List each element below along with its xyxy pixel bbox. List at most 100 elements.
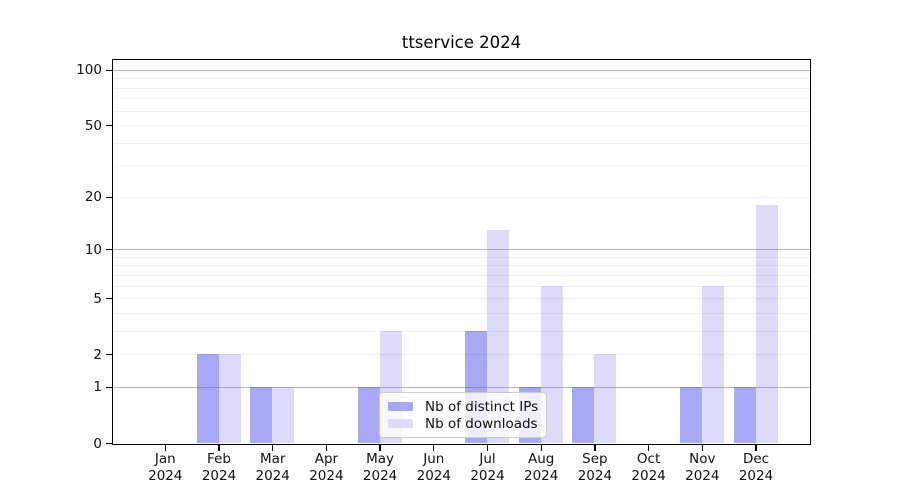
y-tick-label: 100 [76,62,102,79]
y-tick-mark [105,196,113,198]
x-tick-label-month: Nov [689,451,716,467]
x-tick-mark [701,445,703,451]
x-tick-label-month: Jul [479,451,496,467]
y-tick-label: 50 [84,117,102,134]
x-tick-mark [755,445,757,451]
y-tick-label: 5 [93,290,102,307]
x-tick-label-year: 2024 [416,467,451,484]
y-tick-mark [105,354,113,356]
bar-distinct-ips [733,386,756,443]
grid-line-major [113,249,810,251]
x-tick-label-month: May [366,451,395,467]
y-tick-label: 0 [93,435,102,452]
x-tick-mark [164,445,166,451]
grid-line-minor [113,125,810,126]
x-tick-label: Sep 2024 [553,451,637,484]
y-tick-label: 1 [93,379,102,396]
x-tick-label-month: Feb [207,451,231,467]
grid-line-minor [113,285,810,287]
x-tick-mark [272,445,274,451]
grid-line-major [113,386,810,388]
grid-line-minor [113,196,810,198]
x-tick-label-year: 2024 [577,467,613,484]
grid-line-minor [113,256,810,258]
grid-line-minor [113,78,810,80]
x-tick-mark [540,445,542,451]
legend-item-downloads: Nb of downloads [388,416,538,432]
grid-line-minor [113,330,810,332]
legend-swatch-downloads [388,419,413,428]
x-tick-label-month: Apr [314,451,339,467]
bar-downloads [594,354,617,443]
x-tick-label: Apr 2024 [284,451,368,484]
x-tick-mark [379,445,381,451]
x-tick-label-year: 2024 [524,467,559,484]
y-tick-mark [105,69,113,71]
y-tick-label: 20 [84,189,102,206]
x-tick-label-month: Aug [528,451,555,467]
bar-downloads [272,386,295,443]
x-tick-mark [218,445,220,451]
bar-distinct-ips [679,386,702,443]
bar-downloads [755,204,778,443]
x-tick-label: Mar 2024 [231,451,315,484]
bar-downloads [487,229,509,443]
x-tick-label-year: 2024 [631,467,666,484]
bar-distinct-ips [357,386,380,443]
plot-area: Nb of distinct IPs Nb of downloads [112,59,811,445]
x-tick-mark [325,445,328,451]
x-tick-label: Nov 2024 [660,451,744,484]
bar-distinct-ips [572,386,595,443]
grid-line-minor [113,87,810,89]
grid-line-minor [113,312,810,314]
x-tick-label: Feb 2024 [177,451,261,484]
x-tick-label: Aug 2024 [499,451,583,484]
x-tick-label-year: 2024 [201,467,237,484]
x-tick-mark [433,445,435,451]
bar-distinct-ips [196,354,219,443]
x-tick-label-month: Mar [259,451,286,467]
x-tick-label-month: Sep [582,451,608,467]
x-tick-label-year: 2024 [255,467,290,484]
grid-line-minor [113,274,810,276]
grid-line-minor [113,165,810,167]
x-tick-label-month: Jan [154,451,176,467]
grid-line-minor [113,110,810,112]
y-tick-mark [105,248,113,251]
grid-line-minor [113,98,810,100]
x-tick-label-year: 2024 [148,467,183,484]
x-tick-mark [486,445,489,451]
x-tick-label: May 2024 [338,451,422,484]
y-tick-mark [105,386,113,389]
bar-distinct-ips [250,386,273,443]
x-tick-label-year: 2024 [362,467,398,484]
legend-swatch-distinct-ips [388,402,413,411]
grid-line-minor [113,354,810,356]
y-tick-label: 10 [84,241,102,258]
bar-downloads [218,354,241,443]
x-tick-label: Dec 2024 [714,451,798,484]
y-tick-label: 2 [93,346,102,363]
x-tick-label-year: 2024 [738,467,774,484]
legend-label-distinct-ips: Nb of distinct IPs [425,398,539,415]
x-tick-label-month: Oct [636,451,661,467]
grid-line-minor [113,265,810,267]
x-tick-mark [647,445,650,451]
grid-line-minor [113,298,810,300]
x-tick-label-month: Dec [742,451,770,467]
x-tick-label: Jan 2024 [123,451,207,484]
chart-title: ttservice 2024 [401,33,522,52]
bar-downloads [701,285,724,443]
y-tick-mark [105,442,113,445]
x-tick-label: Oct 2024 [607,451,691,484]
x-tick-label: Jul 2024 [446,451,530,484]
y-tick-mark [105,124,113,127]
bars-layer [113,60,810,444]
x-tick-label-year: 2024 [470,467,505,484]
grid-layer [113,60,810,444]
legend-item-distinct-ips: Nb of distinct IPs [388,399,538,415]
x-tick-label-month: Jun [423,451,445,467]
x-tick-label-year: 2024 [309,467,344,484]
grid-line-major [113,69,810,71]
x-tick-label-year: 2024 [685,467,720,484]
